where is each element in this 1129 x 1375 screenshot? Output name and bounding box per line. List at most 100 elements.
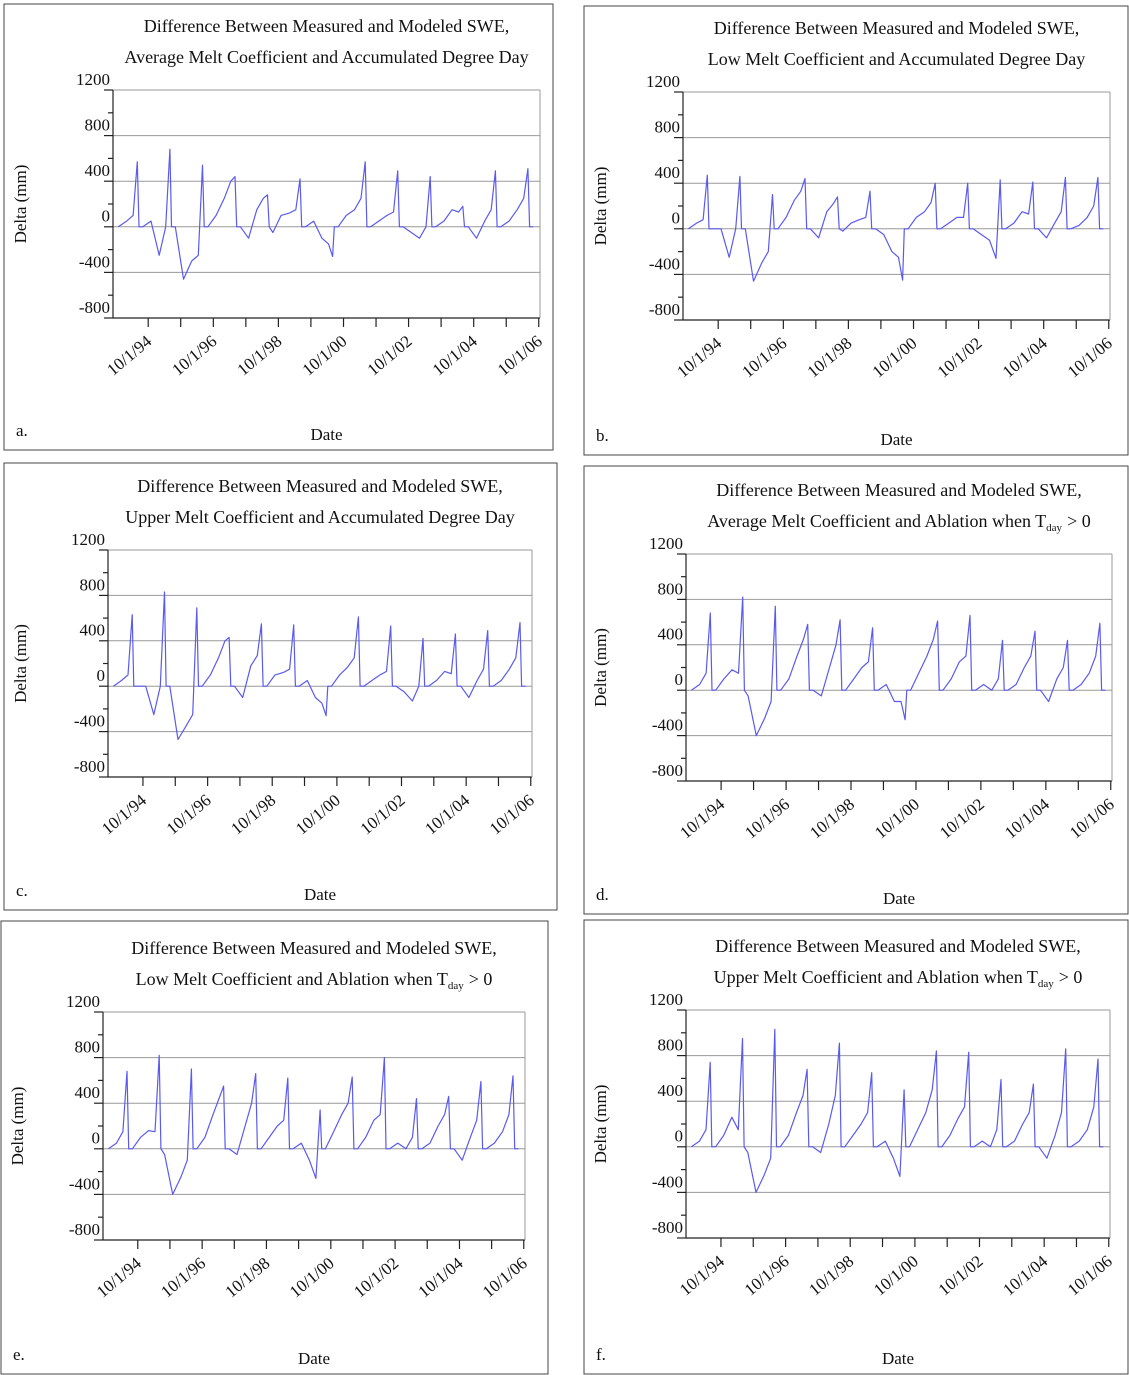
x-axis-label: Date — [883, 889, 915, 908]
chart-panel: Difference Between Measured and Modeled … — [3, 462, 558, 911]
x-tick-label: 10/1/94 — [676, 1251, 728, 1299]
x-tick-label: 10/1/02 — [364, 332, 416, 380]
x-tick-label: 10/1/94 — [98, 790, 150, 838]
chart-panel: Difference Between Measured and Modeled … — [583, 5, 1129, 456]
x-tick-label: 10/1/98 — [803, 334, 855, 382]
x-tick-label: 10/1/00 — [292, 791, 344, 839]
x-tick-label: 10/1/98 — [233, 332, 285, 380]
data-line — [113, 591, 526, 741]
data-line — [691, 596, 1106, 737]
y-tick-label: 400 — [658, 625, 684, 644]
y-tick-label: 0 — [92, 1129, 101, 1148]
chart-title: Difference Between Measured and Modeled … — [137, 476, 503, 496]
x-tick-label: 10/1/94 — [673, 333, 725, 381]
chart-title: Average Melt Coefficient and Accumulated… — [124, 47, 528, 67]
panel-label: c. — [16, 881, 28, 900]
panel-frame — [583, 919, 1129, 1375]
y-axis-label: Delta (mm) — [591, 167, 610, 246]
chart-title: Difference Between Measured and Modeled … — [144, 16, 510, 36]
panel-frame — [583, 465, 1129, 915]
x-tick-label: 10/1/96 — [157, 1254, 209, 1302]
panel-label: b. — [596, 426, 609, 445]
x-tick-label: 10/1/04 — [415, 1253, 467, 1301]
y-axis-label: Delta (mm) — [591, 628, 610, 707]
x-tick-label: 10/1/04 — [999, 1251, 1051, 1299]
y-tick-label: 0 — [102, 207, 111, 226]
y-axis-label: Delta (mm) — [8, 1087, 27, 1166]
panel-label: e. — [13, 1345, 25, 1364]
y-tick-label: -800 — [69, 1220, 100, 1239]
x-tick-label: 10/1/06 — [494, 332, 546, 380]
x-tick-label: 10/1/06 — [1064, 1252, 1116, 1300]
title-text: > 0 — [469, 969, 493, 989]
y-tick-label: -400 — [652, 1172, 683, 1191]
y-tick-label: 800 — [658, 1036, 684, 1055]
x-tick-label: 10/1/00 — [869, 334, 921, 382]
y-tick-label: 1200 — [76, 70, 110, 89]
panel-label: d. — [596, 885, 609, 904]
y-tick-label: 400 — [655, 163, 681, 182]
x-axis-label: Date — [298, 1349, 330, 1368]
chart-title: Low Melt Coefficient and Accumulated Deg… — [708, 49, 1086, 69]
x-tick-label: 10/1/06 — [479, 1254, 531, 1302]
y-tick-label: 400 — [658, 1081, 684, 1100]
x-tick-label: 10/1/04 — [429, 331, 481, 379]
x-tick-label: 10/1/00 — [870, 1252, 922, 1300]
x-tick-label: 10/1/98 — [227, 791, 279, 839]
data-line — [108, 1054, 519, 1195]
y-tick-label: -800 — [652, 761, 683, 780]
y-tick-label: 0 — [672, 209, 681, 228]
y-tick-label: -400 — [74, 712, 105, 731]
x-tick-label: 10/1/02 — [350, 1254, 402, 1302]
title-text: Low Melt Coefficient and Ablation when T — [136, 969, 448, 989]
panel-frame — [0, 920, 549, 1375]
title-subscript: day — [448, 980, 464, 992]
x-tick-label: 10/1/96 — [168, 332, 220, 380]
title-subscript: day — [1038, 978, 1054, 990]
data-line — [691, 1028, 1104, 1193]
y-tick-label: 800 — [80, 575, 106, 594]
x-axis-label: Date — [880, 430, 912, 449]
y-tick-label: 0 — [97, 666, 106, 685]
title-text: Upper Melt Coefficient and Accumulated D… — [125, 507, 515, 527]
panel-frame — [3, 462, 558, 911]
y-tick-label: -800 — [74, 757, 105, 776]
x-tick-label: 10/1/02 — [935, 1252, 987, 1300]
y-tick-label: 400 — [75, 1083, 101, 1102]
y-tick-label: 1200 — [649, 534, 683, 553]
x-axis-label: Date — [304, 885, 336, 904]
y-tick-label: -400 — [69, 1174, 100, 1193]
chart-panel: Difference Between Measured and Modeled … — [583, 465, 1129, 915]
data-line — [118, 148, 534, 280]
x-tick-label: 10/1/94 — [103, 331, 155, 379]
x-tick-label: 10/1/02 — [934, 334, 986, 382]
x-tick-label: 10/1/06 — [1064, 334, 1116, 382]
panel-frame — [3, 3, 554, 451]
panel-label: f. — [596, 1345, 606, 1364]
chart-panel: Difference Between Measured and Modeled … — [0, 920, 549, 1375]
y-axis-label: Delta (mm) — [11, 165, 30, 244]
title-text: Average Melt Coefficient and Ablation wh… — [707, 511, 1046, 531]
x-tick-label: 10/1/04 — [421, 790, 473, 838]
x-tick-label: 10/1/96 — [163, 791, 215, 839]
panel-label: a. — [16, 421, 28, 440]
x-tick-label: 10/1/04 — [1001, 794, 1053, 842]
y-tick-label: -400 — [649, 254, 680, 273]
x-tick-label: 10/1/06 — [486, 791, 538, 839]
y-tick-label: -800 — [652, 1218, 683, 1237]
y-tick-label: -800 — [79, 298, 110, 317]
x-axis-label: Date — [310, 425, 342, 444]
chart-title: Difference Between Measured and Modeled … — [131, 938, 497, 958]
x-tick-label: 10/1/94 — [93, 1253, 145, 1301]
y-tick-label: 400 — [80, 621, 106, 640]
chart-title: Average Melt Coefficient and Ablation wh… — [707, 511, 1090, 533]
y-axis-label: Delta (mm) — [591, 1085, 610, 1164]
x-tick-label: 10/1/98 — [222, 1254, 274, 1302]
x-tick-label: 10/1/04 — [999, 333, 1051, 381]
x-tick-label: 10/1/96 — [741, 1252, 793, 1300]
panel-frame — [583, 5, 1129, 456]
title-subscript: day — [1046, 522, 1062, 534]
x-tick-label: 10/1/96 — [738, 334, 790, 382]
chart-title: Difference Between Measured and Modeled … — [716, 480, 1082, 500]
